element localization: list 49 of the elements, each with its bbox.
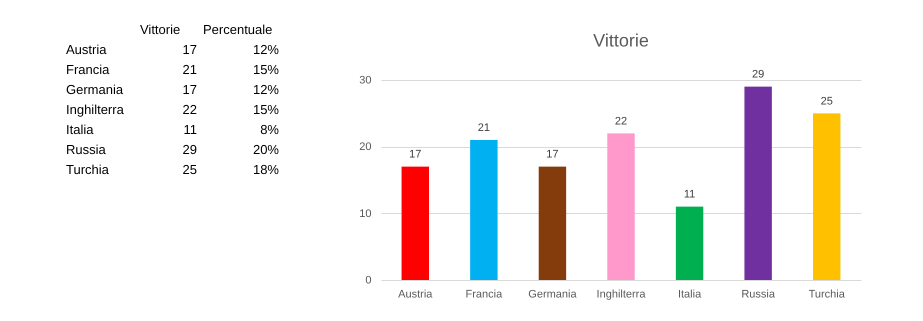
- bar: [676, 206, 704, 280]
- category-label: Germania: [66, 82, 124, 97]
- data-label: 29: [182, 142, 197, 157]
- data-label: 11: [684, 188, 696, 201]
- category-label: Inghilterra: [66, 102, 125, 117]
- data-label: 17: [182, 82, 197, 97]
- data-label: 25: [182, 162, 197, 177]
- text: 15%: [252, 62, 280, 77]
- data-label: 21: [478, 122, 490, 134]
- x-tick-label: Russia: [741, 288, 776, 300]
- bar: [744, 86, 772, 280]
- text: 20%: [252, 142, 280, 157]
- x-tick-label: Germania: [528, 288, 578, 300]
- data-label: 22: [614, 115, 628, 128]
- y-tick-label: 10: [359, 208, 372, 220]
- x-tick-label: Francia: [466, 288, 504, 300]
- x-tick-label: Turchia: [808, 288, 846, 300]
- text: 15%: [252, 102, 280, 117]
- bar: [813, 113, 840, 280]
- y-tick-label: 30: [359, 74, 372, 86]
- text: Percentuale: [203, 22, 272, 37]
- data-label: 29: [752, 68, 764, 81]
- bar: [538, 166, 566, 280]
- text: 12%: [252, 42, 280, 57]
- y-tick-label: 0: [365, 274, 372, 286]
- bar: [607, 133, 635, 280]
- series-label: Vittorie: [140, 22, 180, 37]
- chart-title: Vittorie: [593, 30, 649, 51]
- data-label: 17: [546, 148, 559, 161]
- text: 12%: [252, 82, 280, 97]
- x-tick-label: Inghilterra: [596, 288, 646, 300]
- data-label: 17: [182, 42, 197, 57]
- category-label: Francia: [66, 62, 110, 77]
- data-label: 11: [184, 122, 197, 137]
- bar: [470, 140, 498, 280]
- text: 8%: [260, 122, 280, 137]
- category-label: Russia: [66, 142, 107, 157]
- x-tick-label: Italia: [678, 288, 702, 300]
- category-label: Italia: [66, 122, 94, 137]
- data-label: 21: [182, 62, 197, 77]
- category-label: Austria: [66, 42, 108, 57]
- data-label: 22: [182, 102, 197, 117]
- text: 18%: [252, 162, 280, 177]
- data-label: 17: [409, 148, 422, 161]
- category-label: Turchia: [66, 162, 110, 177]
- x-tick-label: Austria: [398, 288, 434, 300]
- data-label: 25: [820, 95, 833, 108]
- bar: [402, 166, 429, 280]
- y-tick-label: 20: [359, 141, 372, 154]
